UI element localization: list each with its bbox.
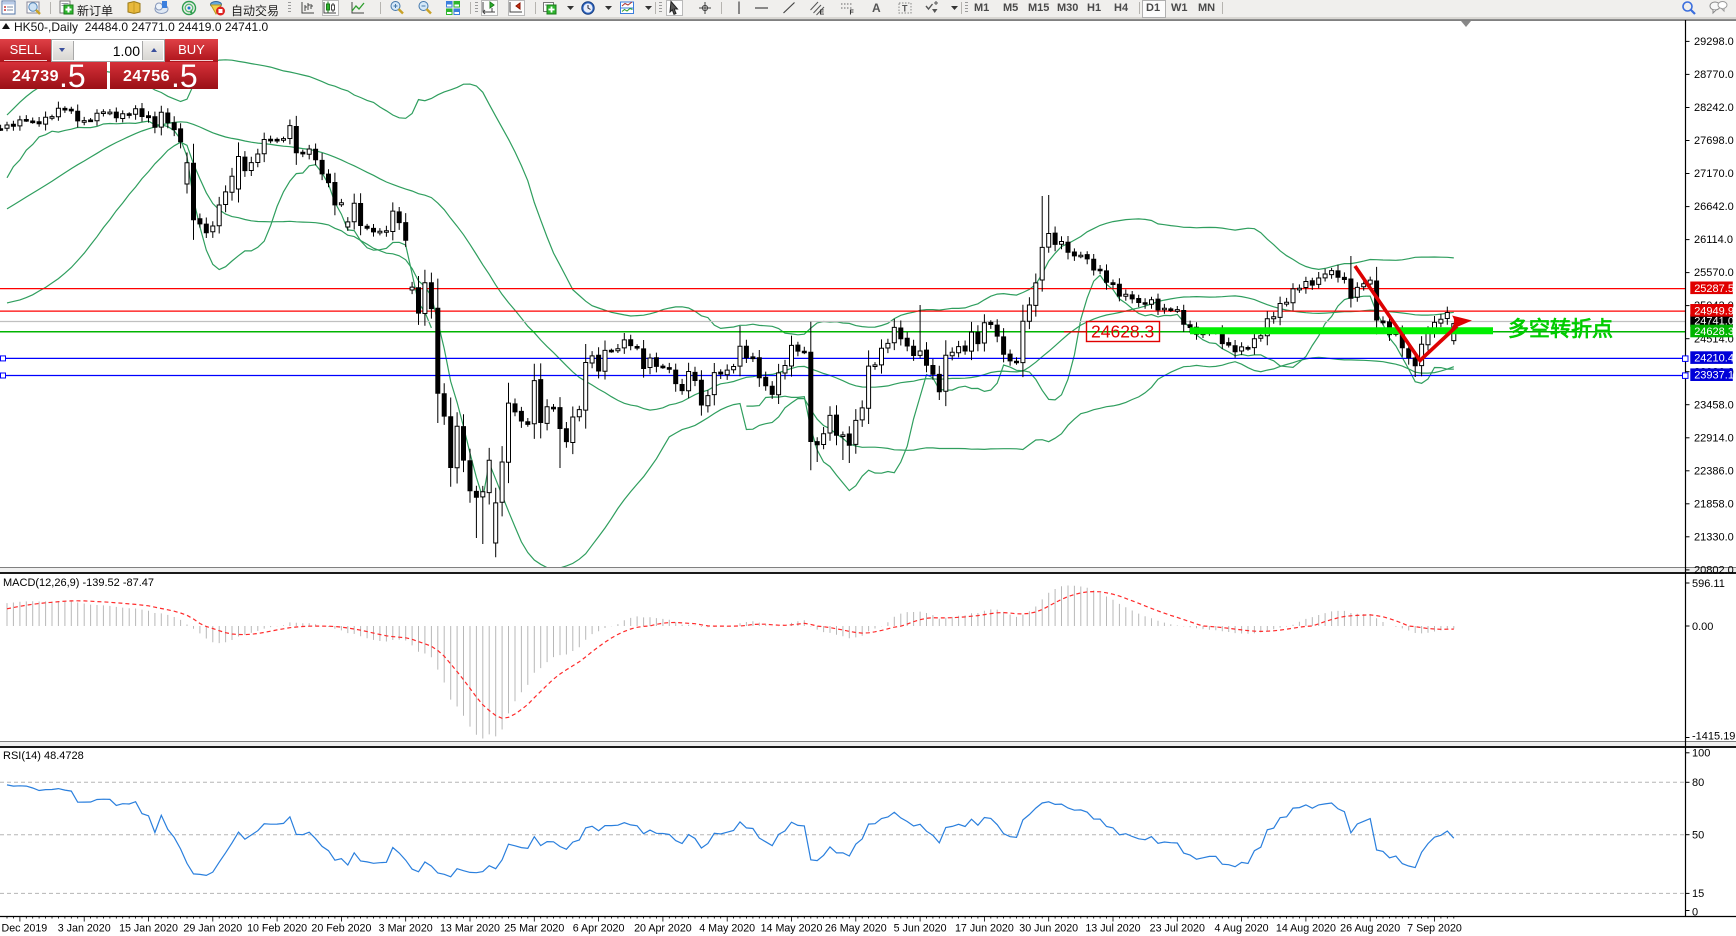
svg-text:9 Dec 2019: 9 Dec 2019 [0, 923, 47, 935]
svg-text:29298.0: 29298.0 [1694, 36, 1734, 48]
svg-text:13 Mar 2020: 13 Mar 2020 [440, 923, 500, 935]
svg-text:28242.0: 28242.0 [1694, 102, 1734, 114]
svg-text:28770.0: 28770.0 [1694, 69, 1734, 81]
svg-text:80: 80 [1692, 777, 1704, 789]
svg-text:23937.1: 23937.1 [1694, 370, 1734, 382]
svg-text:24949.9: 24949.9 [1694, 305, 1734, 317]
svg-text:7 Sep 2020: 7 Sep 2020 [1407, 923, 1462, 935]
svg-text:17 Jun 2020: 17 Jun 2020 [955, 923, 1014, 935]
svg-text:10 Feb 2020: 10 Feb 2020 [247, 923, 307, 935]
svg-text:20 Feb 2020: 20 Feb 2020 [311, 923, 371, 935]
svg-text:26 May 2020: 26 May 2020 [825, 923, 887, 935]
svg-text:多空转折点: 多空转折点 [1508, 317, 1613, 341]
svg-text:4 May 2020: 4 May 2020 [699, 923, 755, 935]
svg-text:15: 15 [1692, 888, 1704, 900]
svg-text:20 Apr 2020: 20 Apr 2020 [634, 923, 692, 935]
svg-text:13 Jul 2020: 13 Jul 2020 [1085, 923, 1140, 935]
svg-text:RSI(14) 48.4728: RSI(14) 48.4728 [3, 750, 84, 762]
svg-text:24210.4: 24210.4 [1694, 353, 1734, 365]
svg-text:4 Aug 2020: 4 Aug 2020 [1215, 923, 1269, 935]
svg-text:596.11: 596.11 [1692, 578, 1725, 590]
svg-text:22386.0: 22386.0 [1694, 465, 1734, 477]
svg-text:20802.0: 20802.0 [1694, 565, 1734, 577]
svg-text:0.00: 0.00 [1692, 621, 1713, 633]
svg-text:27698.0: 27698.0 [1694, 135, 1734, 147]
svg-text:3 Jan 2020: 3 Jan 2020 [58, 923, 111, 935]
svg-text:100: 100 [1692, 747, 1710, 759]
svg-text:14 Aug 2020: 14 Aug 2020 [1276, 923, 1336, 935]
svg-text:15 Jan 2020: 15 Jan 2020 [119, 923, 178, 935]
svg-text:23458.0: 23458.0 [1694, 399, 1734, 411]
svg-text:21858.0: 21858.0 [1694, 498, 1734, 510]
svg-text:23 Jul 2020: 23 Jul 2020 [1150, 923, 1205, 935]
svg-text:26 Aug 2020: 26 Aug 2020 [1340, 923, 1400, 935]
svg-text:F: F [850, 10, 855, 17]
svg-text:26114.0: 26114.0 [1694, 234, 1733, 246]
svg-text:25570.0: 25570.0 [1694, 267, 1734, 279]
svg-text:24628.3: 24628.3 [1694, 326, 1734, 338]
svg-text:14 May 2020: 14 May 2020 [761, 923, 823, 935]
svg-text:3 Mar 2020: 3 Mar 2020 [379, 923, 433, 935]
svg-text:30 Jun 2020: 30 Jun 2020 [1019, 923, 1078, 935]
svg-text:E: E [820, 10, 825, 17]
svg-text:-1415.19: -1415.19 [1692, 731, 1735, 743]
svg-text:25287.5: 25287.5 [1694, 283, 1734, 295]
svg-text:24628.3: 24628.3 [1091, 322, 1154, 342]
svg-text:0: 0 [1692, 907, 1698, 919]
svg-text:25 Mar 2020: 25 Mar 2020 [504, 923, 564, 935]
svg-text:6 Apr 2020: 6 Apr 2020 [573, 923, 625, 935]
svg-text:27170.0: 27170.0 [1694, 168, 1734, 180]
svg-text:29 Jan 2020: 29 Jan 2020 [183, 923, 242, 935]
svg-text:T: T [902, 4, 908, 14]
svg-text:5 Jun 2020: 5 Jun 2020 [894, 923, 947, 935]
svg-text:50: 50 [1692, 830, 1704, 842]
svg-text:MACD(12,26,9) -139.52 -87.47: MACD(12,26,9) -139.52 -87.47 [3, 577, 154, 589]
svg-text:22914.0: 22914.0 [1694, 432, 1734, 444]
svg-text:26642.0: 26642.0 [1694, 201, 1734, 213]
svg-text:21330.0: 21330.0 [1694, 531, 1734, 543]
